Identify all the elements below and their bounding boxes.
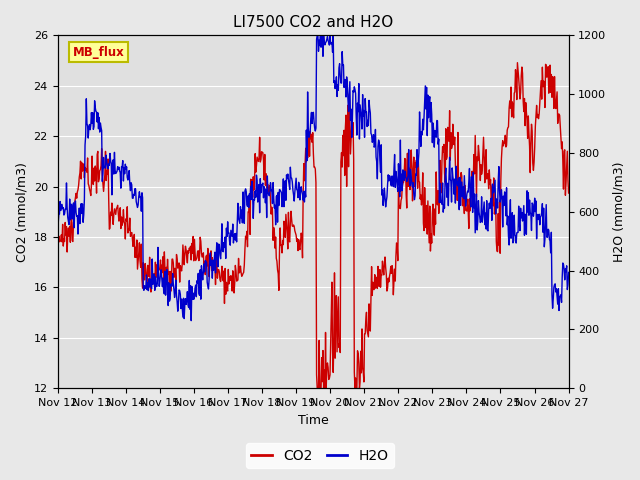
H2O xyxy=(352,91,360,96)
Y-axis label: H2O (mmol/m3): H2O (mmol/m3) xyxy=(612,162,625,262)
CO2 xyxy=(564,190,572,196)
CO2 xyxy=(314,385,321,391)
X-axis label: Time: Time xyxy=(298,414,328,427)
CO2 xyxy=(380,272,388,278)
H2O xyxy=(54,216,61,221)
Line: H2O: H2O xyxy=(58,36,568,321)
Title: LI7500 CO2 and H2O: LI7500 CO2 and H2O xyxy=(233,15,393,30)
H2O xyxy=(188,318,195,324)
Y-axis label: CO2 (mmol/m3): CO2 (mmol/m3) xyxy=(15,162,28,262)
CO2 xyxy=(513,60,521,66)
Line: CO2: CO2 xyxy=(58,63,568,388)
H2O xyxy=(443,181,451,187)
CO2 xyxy=(85,183,93,189)
Legend: CO2, H2O: CO2, H2O xyxy=(246,443,394,468)
CO2 xyxy=(54,225,61,230)
CO2 xyxy=(365,334,372,340)
H2O xyxy=(85,124,93,130)
H2O xyxy=(564,270,572,276)
Text: MB_flux: MB_flux xyxy=(73,46,125,59)
H2O xyxy=(314,33,321,38)
H2O xyxy=(495,164,502,169)
H2O xyxy=(365,97,373,103)
CO2 xyxy=(351,385,359,391)
CO2 xyxy=(442,126,450,132)
H2O xyxy=(381,185,388,191)
CO2 xyxy=(494,211,502,216)
